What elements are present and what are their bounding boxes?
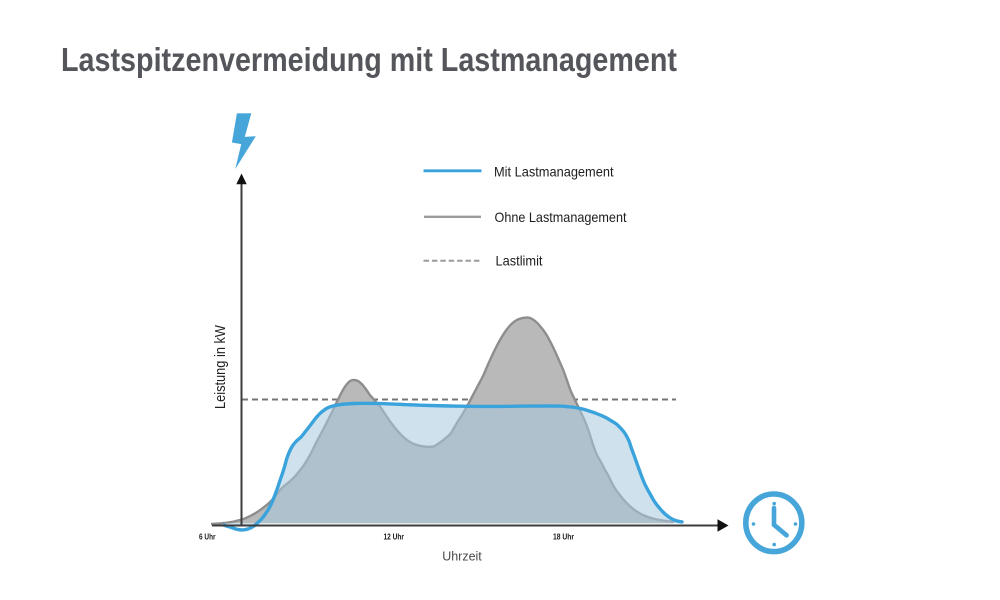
svg-text:6 Uhr: 6 Uhr [199, 533, 216, 542]
svg-text:Leistung in kW: Leistung in kW [213, 325, 229, 409]
svg-text:Mit Lastmanagement: Mit Lastmanagement [494, 163, 614, 179]
svg-text:Uhrzeit: Uhrzeit [442, 549, 482, 564]
svg-text:18 Uhr: 18 Uhr [553, 533, 574, 542]
svg-text:Lastspitzenvermeidung mit Last: Lastspitzenvermeidung mit Lastmanagement [61, 41, 677, 78]
svg-text:Lastlimit: Lastlimit [496, 253, 543, 269]
svg-text:12 Uhr: 12 Uhr [383, 533, 404, 542]
svg-text:Ohne Lastmanagement: Ohne Lastmanagement [495, 209, 627, 225]
